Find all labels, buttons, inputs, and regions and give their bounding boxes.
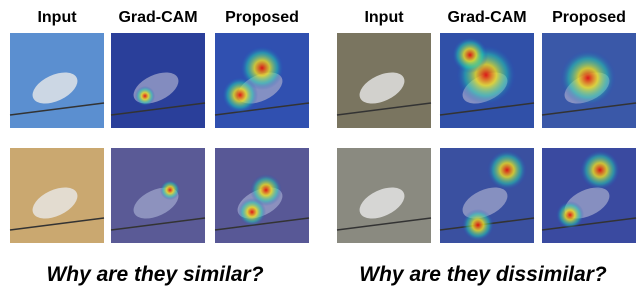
image-grid — [10, 33, 636, 243]
heatmap-blob — [222, 77, 258, 113]
heatmap-blob — [487, 150, 527, 190]
heatmap-blob — [556, 201, 584, 229]
caption: Why are they similar? — [46, 263, 263, 286]
page: Input Grad-CAM Proposed Why are they simila… — [0, 0, 641, 291]
heatmap-blob — [560, 50, 616, 106]
column-header: Grad-CAM — [447, 9, 526, 26]
heatmap-blob — [135, 86, 155, 106]
column-header: Input — [364, 9, 404, 26]
heatmap-blob — [238, 198, 266, 226]
column-header: Proposed — [225, 9, 299, 26]
column-header: Input — [37, 9, 77, 26]
heatmap-blob — [160, 180, 180, 200]
caption: Why are they dissimilar? — [359, 263, 607, 286]
column-header: Grad-CAM — [118, 9, 197, 26]
figure: Input Grad-CAM Proposed Why are they simila… — [0, 0, 641, 291]
column-header: Proposed — [552, 9, 626, 26]
heatmap-blob — [580, 150, 620, 190]
heatmap-blob — [452, 37, 488, 73]
heatmap-blob — [462, 209, 494, 241]
